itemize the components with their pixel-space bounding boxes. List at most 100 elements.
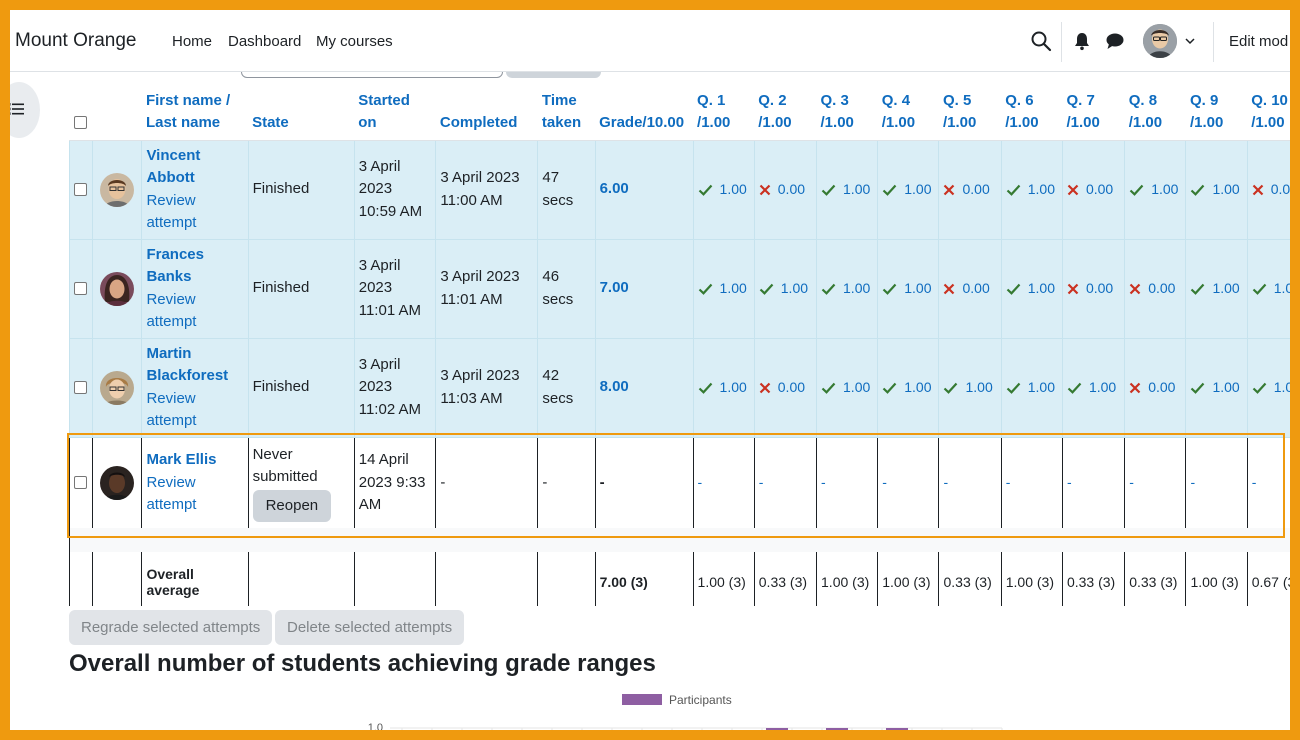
correct-mark-link[interactable]: 1.00 xyxy=(882,280,932,296)
grade-sort[interactable]: Grade/10.00 xyxy=(599,113,685,131)
user-last-name[interactable]: Banks xyxy=(146,268,192,285)
question-number[interactable]: Q. 2 xyxy=(758,91,787,109)
correct-mark-link[interactable]: 1.00 xyxy=(1006,379,1055,395)
search-icon[interactable] xyxy=(1030,30,1052,52)
mark-dash-link[interactable]: - xyxy=(758,474,764,490)
question-number[interactable]: Q. 1 xyxy=(697,91,726,109)
question-number[interactable]: Q. 8 xyxy=(1128,91,1158,109)
last-name-sort[interactable]: Last name xyxy=(145,113,221,131)
incorrect-mark-link[interactable]: 0.00 xyxy=(1067,181,1113,197)
correct-mark-link[interactable]: 1.00 xyxy=(1190,379,1240,395)
correct-mark-link[interactable]: 1.00 xyxy=(821,379,870,395)
bell-icon[interactable] xyxy=(1073,31,1091,51)
question-header[interactable]: Q. 10/1.00 xyxy=(1247,86,1290,141)
question-header[interactable]: Q. 6/1.00 xyxy=(1001,86,1063,141)
review-attempt-link[interactable]: Review xyxy=(146,290,196,308)
correct-mark-link[interactable]: 1.00 xyxy=(698,379,747,395)
correct-mark-link[interactable]: 1.00 xyxy=(1129,181,1178,197)
site-brand[interactable]: Mount Orange xyxy=(15,30,137,51)
user-last-name[interactable]: Abbott xyxy=(146,169,195,186)
correct-mark-link[interactable]: 1.00 xyxy=(943,379,993,395)
state-header[interactable]: State xyxy=(248,86,355,141)
question-number[interactable]: Q. 3 xyxy=(820,91,849,109)
grade-header[interactable]: Grade/10.00 xyxy=(595,86,694,141)
time-sort[interactable]: Time xyxy=(541,91,577,109)
nav-dashboard[interactable]: Dashboard xyxy=(228,33,302,50)
correct-mark-link[interactable]: 1.00 xyxy=(1252,379,1290,395)
completed-sort[interactable]: Completed xyxy=(439,113,518,131)
incorrect-mark-link[interactable]: 0.00 xyxy=(1067,280,1113,296)
incorrect-mark-link[interactable]: 0.00 xyxy=(1252,181,1290,197)
review-attempt-link[interactable]: Review xyxy=(146,473,196,491)
user-last-name[interactable]: Blackforest xyxy=(146,367,229,384)
incorrect-mark-link[interactable]: 0.00 xyxy=(943,280,990,296)
grade-link[interactable]: 8.00 xyxy=(599,378,629,396)
question-number[interactable]: Q. 6 xyxy=(1005,91,1034,109)
user-avatar[interactable] xyxy=(1143,24,1177,58)
question-header[interactable]: Q. 3/1.00 xyxy=(816,86,878,141)
review-attempt-link-line2[interactable]: attempt xyxy=(146,496,197,513)
grade-link[interactable]: 7.00 xyxy=(599,279,629,297)
user-full-name[interactable]: Mark Ellis xyxy=(146,451,217,468)
review-attempt-link-line2[interactable]: attempt xyxy=(146,313,197,330)
started-sort[interactable]: Started xyxy=(358,91,410,109)
row-checkbox[interactable] xyxy=(74,182,87,196)
correct-mark-link[interactable]: 1.00 xyxy=(1190,181,1240,197)
first-name-sort[interactable]: First name / xyxy=(145,91,231,109)
review-attempt-link[interactable]: Review xyxy=(146,191,196,209)
correct-mark-link[interactable]: 1.00 xyxy=(1252,280,1290,296)
avatar[interactable] xyxy=(100,370,135,405)
mark-dash-link[interactable]: - xyxy=(943,474,949,490)
row-checkbox[interactable] xyxy=(74,281,87,295)
reopen-button[interactable]: Reopen xyxy=(252,489,332,522)
correct-mark-link[interactable]: 1.00 xyxy=(1006,280,1055,296)
review-attempt-link[interactable]: Review xyxy=(146,389,196,407)
mark-dash-link[interactable]: - xyxy=(1190,474,1196,490)
correct-mark-link[interactable]: 1.00 xyxy=(821,280,870,296)
question-header[interactable]: Q. 5/1.00 xyxy=(938,86,1002,141)
correct-mark-link[interactable]: 1.00 xyxy=(698,280,747,296)
incorrect-mark-link[interactable]: 0.00 xyxy=(943,181,990,197)
correct-mark-link[interactable]: 1.00 xyxy=(1190,280,1240,296)
time-taken-header[interactable]: Time taken xyxy=(537,86,596,141)
avatar[interactable] xyxy=(100,465,135,500)
chevron-down-icon[interactable] xyxy=(1184,35,1196,47)
mark-dash-link[interactable]: - xyxy=(697,474,703,490)
completed-header[interactable]: Completed xyxy=(435,86,538,141)
question-header[interactable]: Q. 4/1.00 xyxy=(877,86,939,141)
avatar[interactable] xyxy=(100,172,135,207)
grade-link[interactable]: 6.00 xyxy=(599,180,629,198)
incorrect-mark-link[interactable]: 0.00 xyxy=(759,181,805,197)
avatar[interactable] xyxy=(100,271,135,306)
incorrect-mark-link[interactable]: 0.00 xyxy=(759,379,805,395)
nav-home[interactable]: Home xyxy=(172,33,213,50)
row-checkbox[interactable] xyxy=(74,476,87,490)
nav-my-courses[interactable]: My courses xyxy=(316,33,393,50)
correct-mark-link[interactable]: 1.00 xyxy=(759,280,808,296)
correct-mark-link[interactable]: 1.00 xyxy=(1067,379,1116,395)
delete-selected-button[interactable]: Delete selected attempts xyxy=(275,610,465,645)
name-header[interactable]: First name / Last name xyxy=(141,86,249,141)
select-all-checkbox[interactable] xyxy=(73,116,87,130)
review-attempt-link-line2[interactable]: attempt xyxy=(146,412,197,429)
question-number[interactable]: Q. 10 xyxy=(1251,91,1288,109)
correct-mark-link[interactable]: 1.00 xyxy=(698,181,747,197)
correct-mark-link[interactable]: 1.00 xyxy=(1006,181,1055,197)
question-header[interactable]: Q. 9/1.00 xyxy=(1185,86,1248,141)
row-checkbox[interactable] xyxy=(74,380,87,394)
mark-dash-link[interactable]: - xyxy=(1066,474,1072,490)
question-header[interactable]: Q. 8/1.00 xyxy=(1124,86,1186,141)
user-first-name[interactable]: Vincent xyxy=(146,146,201,164)
started-sort-line2[interactable]: on xyxy=(358,113,377,131)
question-number[interactable]: Q. 5 xyxy=(942,91,972,109)
question-number[interactable]: Q. 7 xyxy=(1066,91,1095,109)
edit-mode-toggle[interactable]: Edit mod xyxy=(1229,33,1289,50)
correct-mark-link[interactable]: 1.00 xyxy=(882,181,932,197)
incorrect-mark-link[interactable]: 0.00 xyxy=(1129,280,1175,296)
question-number[interactable]: Q. 4 xyxy=(881,91,911,109)
question-header[interactable]: Q. 2/1.00 xyxy=(754,86,817,141)
question-header[interactable]: Q. 7/1.00 xyxy=(1062,86,1125,141)
mark-dash-link[interactable]: - xyxy=(1005,474,1011,490)
incorrect-mark-link[interactable]: 0.00 xyxy=(1129,379,1175,395)
correct-mark-link[interactable]: 1.00 xyxy=(882,379,932,395)
